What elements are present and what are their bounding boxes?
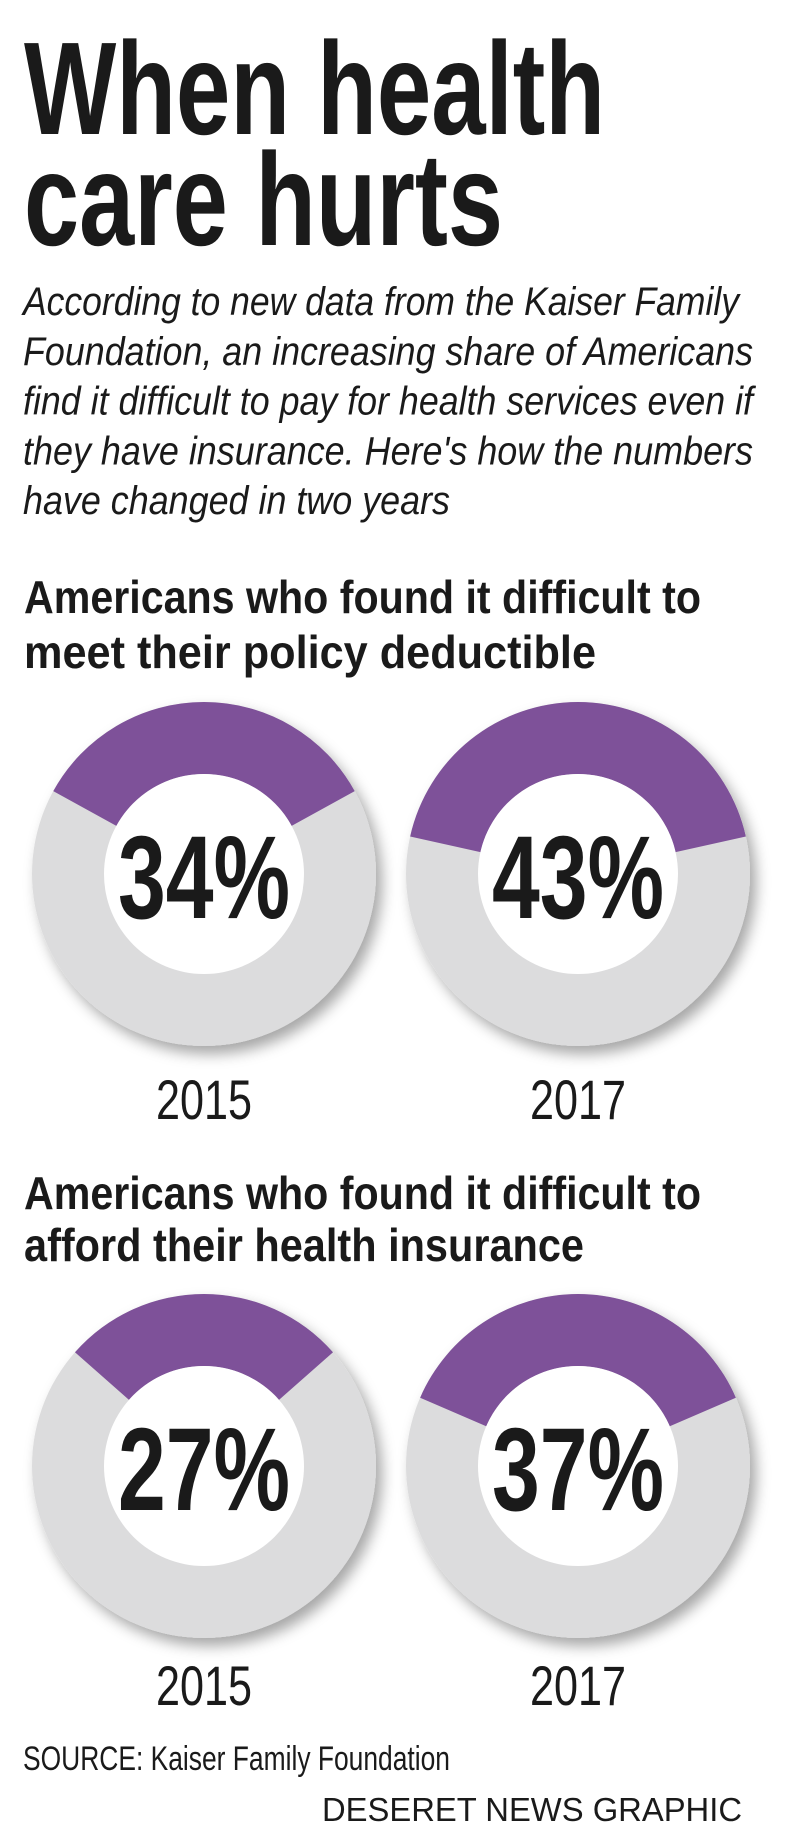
- donut: [406, 1294, 750, 1638]
- subtitle: they have insurance. Here's how the numb…: [23, 429, 753, 473]
- donut-segment: [53, 701, 355, 826]
- chart-title: meet their policy deductible: [24, 626, 596, 678]
- donut-segment: [410, 701, 746, 853]
- year-label: 2017: [530, 1654, 626, 1717]
- donut: [32, 701, 376, 1046]
- year-label: 2017: [530, 1068, 626, 1131]
- credit: DESERET NEWS GRAPHIC: [322, 1791, 742, 1828]
- value-label: 37%: [492, 1404, 664, 1536]
- subtitle: Foundation, an increasing share of Ameri…: [23, 330, 753, 374]
- source: SOURCE: Kaiser Family Foundation: [23, 1740, 450, 1778]
- donut: [406, 701, 750, 1046]
- donut-segment: [420, 1294, 736, 1427]
- donut-segment: [74, 1294, 334, 1400]
- chart-title: afford their health insurance: [24, 1219, 584, 1271]
- donut-center: [104, 1366, 304, 1566]
- value-label: 43%: [492, 812, 664, 944]
- subtitle: According to new data from the Kaiser Fa…: [21, 280, 741, 324]
- value-label: 34%: [118, 812, 290, 944]
- donut-center: [478, 1366, 678, 1566]
- value-label: 27%: [118, 1404, 290, 1536]
- donut: [32, 1294, 376, 1638]
- chart-title: Americans who found it difficult to: [24, 1167, 701, 1219]
- subtitle: find it difficult to pay for health serv…: [23, 380, 756, 424]
- chart-title: Americans who found it difficult to: [24, 571, 701, 623]
- title: When health: [24, 15, 605, 162]
- donut-center: [104, 774, 304, 974]
- year-label: 2015: [156, 1068, 252, 1131]
- subtitle: have changed in two years: [23, 479, 450, 523]
- title: care hurts: [24, 126, 503, 273]
- donut-center: [478, 774, 678, 974]
- year-label: 2015: [156, 1654, 252, 1717]
